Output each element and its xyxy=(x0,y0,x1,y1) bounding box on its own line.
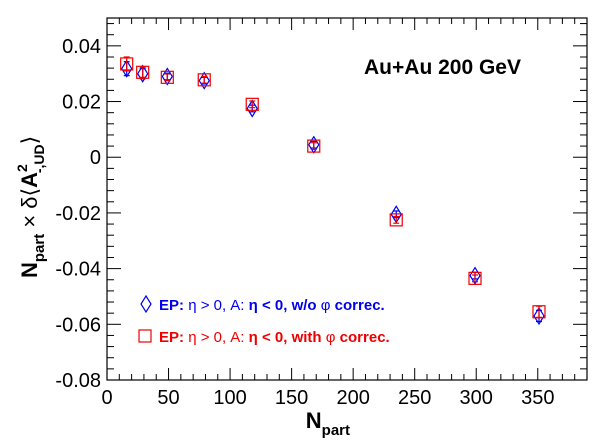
square-marker xyxy=(532,305,546,319)
x-axis-title-sub: part xyxy=(322,422,350,439)
y-title-a-sub: -,UD xyxy=(31,144,47,173)
y-title-a-sup: 2 xyxy=(14,164,30,172)
x-tick-label: 200 xyxy=(336,387,369,409)
x-tick-label: 300 xyxy=(460,387,493,409)
y-tick-label: 0 xyxy=(90,147,101,169)
y-title-a: A xyxy=(17,172,42,188)
square-marker xyxy=(136,65,150,79)
y-title-open: ⟨ xyxy=(17,188,42,197)
square-point xyxy=(245,97,259,111)
legend-marker-diamond xyxy=(140,294,152,314)
square-point xyxy=(160,70,174,84)
diamond-marker xyxy=(533,306,545,326)
diamond-marker xyxy=(198,71,210,90)
legend-red-suffix: correc. xyxy=(340,329,390,346)
square-marker xyxy=(197,73,211,87)
y-axis-title: Npart × δ⟨A2-,UD⟩ xyxy=(14,136,48,278)
diamond-marker xyxy=(161,67,174,86)
legend: EP: η > 0, A: η < 0, w/o φ correc. EP: η… xyxy=(138,294,390,346)
diamond-marker xyxy=(120,59,133,78)
x-tick-label: 100 xyxy=(213,387,246,409)
x-tick-label: 350 xyxy=(521,387,554,409)
y-title-n: N xyxy=(17,262,42,278)
y-tick-label: 0.04 xyxy=(62,36,101,58)
x-axis-title-main: N xyxy=(306,408,322,433)
diamond-marker xyxy=(246,99,258,118)
legend-label-red: EP: η > 0, A: η < 0, with φ correc. xyxy=(159,329,390,346)
legend-blue-suffix: correc. xyxy=(335,297,385,314)
y-tick-label: -0.02 xyxy=(55,203,101,225)
x-tick-label: 250 xyxy=(398,387,431,409)
y-title-close: ⟩ xyxy=(17,136,42,145)
legend-blue-body2: η < 0, w/o xyxy=(249,297,317,314)
square-point xyxy=(307,139,321,153)
square-marker xyxy=(389,213,403,227)
diamond-marker xyxy=(308,135,320,154)
x-tick-label: 50 xyxy=(157,387,179,409)
data-markers xyxy=(120,56,546,326)
y-tick-label: 0.02 xyxy=(62,92,101,114)
legend-blue-body: η > 0, A: xyxy=(188,297,244,314)
square-marker xyxy=(160,70,174,84)
annotation-text: Au+Au 200 GeV xyxy=(364,56,521,79)
square-point xyxy=(468,271,482,285)
legend-entry-red: EP: η > 0, A: η < 0, with φ correc. xyxy=(138,329,390,346)
legend-label-blue: EP: η > 0, A: η < 0, w/o φ correc. xyxy=(159,297,385,314)
plot-frame xyxy=(106,17,588,381)
square-marker xyxy=(468,271,482,285)
x-tick-label: 150 xyxy=(275,387,308,409)
x-tick-label: 0 xyxy=(101,387,112,409)
legend-red-prefix: EP: xyxy=(159,329,184,346)
tick-labels: 0 50 100 150 200 250 300 350 -0.08 -0.06 -0.04 -0.0… xyxy=(55,36,554,409)
legend-blue-prefix: EP: xyxy=(159,297,184,314)
diamond-marker xyxy=(136,64,149,83)
legend-entry-blue: EP: η > 0, A: η < 0, w/o φ correc. xyxy=(140,294,385,314)
legend-blue-phi: φ xyxy=(321,297,331,314)
legend-red-body2: η < 0, with xyxy=(249,329,322,346)
square-marker xyxy=(307,139,321,153)
square-point xyxy=(120,56,134,72)
y-tick-label: -0.08 xyxy=(55,370,101,392)
square-marker xyxy=(120,57,134,71)
square-marker xyxy=(245,97,259,111)
square-point xyxy=(136,65,150,79)
y-tick-label: -0.04 xyxy=(55,259,101,281)
y-tick-label: -0.06 xyxy=(55,314,101,336)
legend-red-body: η > 0, A: xyxy=(188,329,244,346)
square-point xyxy=(197,73,211,87)
square-point xyxy=(532,305,546,319)
y-title-n-sub: part xyxy=(31,234,48,262)
axis-ticks xyxy=(106,18,588,381)
y-title-times: × δ xyxy=(17,196,42,233)
y-axis-title-group: Npart × δ⟨A2-,UD⟩ xyxy=(14,136,48,278)
legend-red-phi: φ xyxy=(326,329,336,346)
legend-marker-square xyxy=(138,329,152,343)
x-axis-title: Npart xyxy=(306,408,350,439)
square-point xyxy=(389,213,403,227)
